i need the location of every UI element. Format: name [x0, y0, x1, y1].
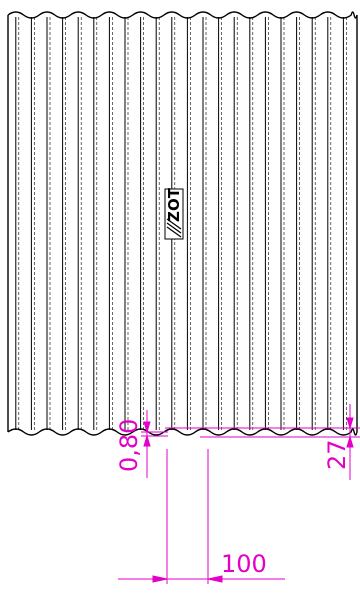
sheet-outline	[7, 11, 358, 436]
dimension-annotations: 0,80 27 100	[115, 404, 360, 584]
bottom-wave-edge	[7, 428, 358, 436]
corrugation-lines	[15, 17, 347, 430]
thickness-label: 0,80	[115, 419, 143, 472]
thickness-dimension: 0,80	[115, 410, 168, 478]
logo-text: ZOT	[165, 187, 183, 222]
pitch-label: 100	[221, 550, 267, 578]
manufacturer-logo: ZOT	[164, 187, 184, 240]
wave-height-dimension: 27	[165, 404, 360, 480]
pitch-dimension: 100	[118, 449, 285, 584]
wave-height-label: 27	[323, 439, 351, 470]
top-wave-edge	[7, 11, 358, 19]
